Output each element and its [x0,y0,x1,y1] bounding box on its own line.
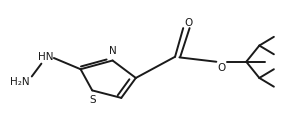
Text: H₂N: H₂N [10,77,29,87]
Text: S: S [89,95,95,105]
Text: O: O [184,18,192,28]
Text: O: O [218,63,226,73]
Text: HN: HN [38,52,53,62]
Text: N: N [109,45,117,56]
